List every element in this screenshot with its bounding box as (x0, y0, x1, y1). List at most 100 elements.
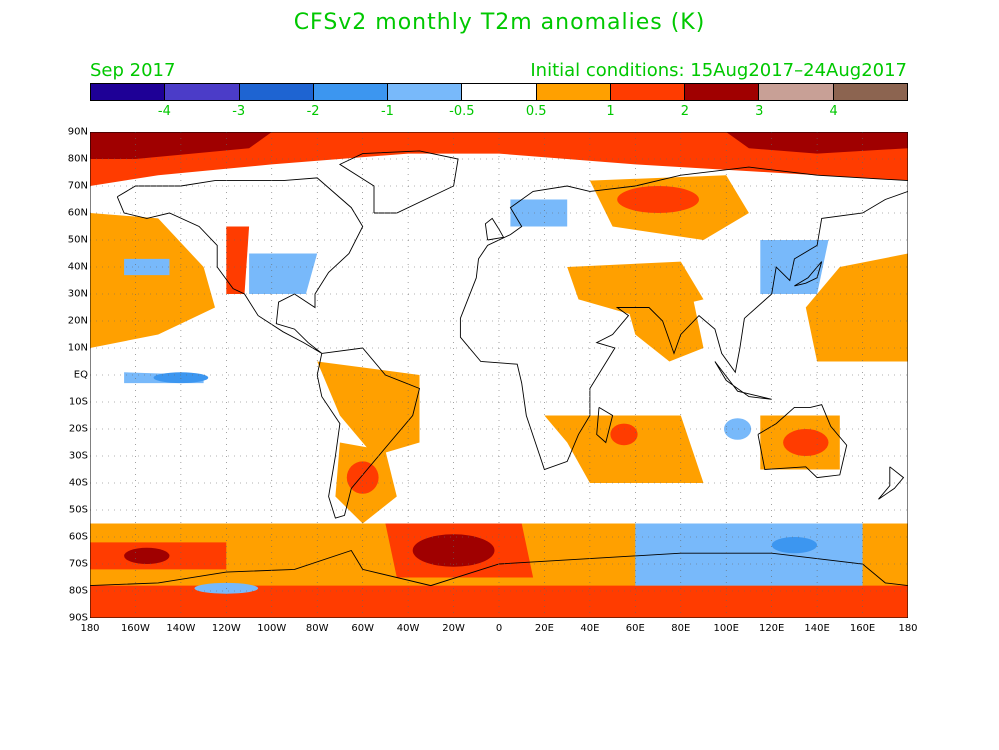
gridlines (90, 132, 908, 618)
indonesia-coast (714, 361, 772, 400)
latitude-tick-label: 70N (67, 180, 88, 192)
greenland-coast (338, 150, 459, 214)
scandinavia-cool-patch (510, 199, 568, 227)
longitude-tick-label: 60W (351, 623, 374, 634)
latitude-tick-label: 40S (68, 477, 88, 489)
latitude-tick-label: 60S (68, 531, 88, 543)
latitude-tick-label: 10N (67, 342, 88, 354)
colorbar-tick-label: -4 (157, 104, 171, 119)
eurasia-africa-coast (459, 166, 908, 471)
colorbar-segment (239, 84, 314, 100)
colorbar-segment (165, 84, 240, 100)
anomaly-map (90, 132, 908, 618)
longitude-tick-label: 120W (211, 623, 241, 634)
colorbar-segment (313, 84, 389, 100)
colorbar-tick-label: -3 (232, 104, 246, 119)
longitude-tick-label: 120E (758, 623, 785, 634)
colorbar-segment (833, 84, 907, 100)
antarctic-warm-band (90, 585, 908, 618)
colorbar-tick-label: -0.5 (449, 104, 475, 119)
coastlines (90, 150, 908, 587)
colorbar-segment (388, 84, 463, 100)
latitude-tick-label: 20N (67, 315, 88, 327)
longitude-tick-label: 80W (305, 623, 329, 634)
madagascar-coast (596, 407, 614, 444)
latitude-tick-label: 20S (68, 423, 88, 435)
latitude-tick-label: 50S (68, 504, 88, 516)
antarctica-coast (90, 549, 908, 587)
central-us-cool-patch (249, 253, 318, 294)
colorbar-segment (759, 84, 834, 100)
latitude-tick-label: 90N (67, 126, 88, 138)
colorbar-segment (610, 84, 686, 100)
colorbar (90, 83, 908, 101)
south-pacific-very-hot-patch (124, 547, 170, 564)
colorbar-labels: -4 -3 -2 -1 -0.5 0.5 1 2 3 4 (90, 104, 908, 120)
south-america-warm-patch (317, 361, 420, 456)
east-antarctic-colder-patch (771, 537, 818, 554)
longitude-tick-label: 140E (804, 623, 830, 634)
longitude-tick-label: 40W (396, 623, 420, 634)
latitude-tick-label: 90S (68, 612, 88, 624)
colorbar-segment (462, 84, 537, 100)
east-antarctic-cool-patch (635, 523, 863, 586)
longitude-tick-label: 160W (120, 623, 150, 634)
longitude-tick-label: 180 (80, 623, 100, 634)
longitude-tick-label: 20W (442, 623, 465, 634)
colorbar-tick-label: 4 (829, 104, 838, 119)
indian-ocean-cool-patch (724, 418, 752, 440)
initial-conditions: Initial conditions: 15Aug2017–24Aug2017 (530, 60, 907, 81)
west-pacific-warm-patch (805, 253, 908, 362)
longitude-tick-label: 40E (580, 623, 600, 634)
valid-month: Sep 2017 (90, 60, 176, 81)
madagascar-hot-patch (610, 423, 638, 446)
equatorial-pacific-colder-patch (153, 372, 209, 384)
latitude-tick-label: 80S (68, 585, 88, 597)
longitude-tick-label: 0 (495, 623, 503, 634)
siberia-hot-patch (617, 186, 699, 213)
page-title: CFSv2 monthly T2m anomalies (K) (293, 10, 706, 35)
longitude-tick-label: 100E (713, 623, 739, 634)
longitude-tick-label: 100W (257, 623, 287, 634)
colorbar-tick-label: 1 (606, 104, 615, 119)
south-asia-warm-patch (624, 294, 704, 362)
arctic-warm-patch (90, 132, 908, 186)
colorbar-segment (685, 84, 760, 100)
colorbar-tick-label: -1 (380, 104, 394, 119)
australia-hot-patch (783, 429, 829, 456)
latitude-tick-label: 10S (68, 396, 88, 408)
map-svg (90, 132, 908, 618)
colorbar-segment (91, 84, 166, 100)
north-pacific-warm-patch (90, 213, 215, 348)
north-america-coast (116, 177, 364, 354)
latitude-tick-label: 80N (67, 153, 88, 165)
longitude-tick-label: 20E (534, 623, 554, 634)
new-zealand-coast (878, 466, 905, 500)
latitude-tick-label: 50N (67, 234, 88, 246)
argentina-hot-patch (346, 461, 379, 494)
colorbar-tick-label: 0.5 (525, 104, 547, 119)
south-america-coast (316, 347, 421, 519)
north-pacific-cool-patch (124, 258, 170, 276)
longitude-tick-label: 180 (898, 623, 918, 634)
longitude-tick-label: 80E (671, 623, 691, 634)
latitude-tick-label: 30N (67, 288, 88, 300)
colorbar-tick-label: -2 (306, 104, 320, 119)
arctic-hot-patch (726, 132, 908, 154)
japan-coast (794, 261, 823, 287)
longitude-tick-label: 140W (166, 623, 196, 634)
latitude-tick-label: 30S (68, 450, 88, 462)
colorbar-tick-label: 3 (755, 104, 764, 119)
latitude-tick-label: 70S (68, 558, 88, 570)
colorbar-tick-label: 2 (680, 104, 690, 119)
weddell-very-hot-patch (412, 534, 495, 567)
colorbar-segment (536, 84, 611, 100)
longitude-tick-label: 160E (849, 623, 876, 634)
indian-ocean-warm-patch (544, 415, 704, 483)
australia-coast (757, 404, 848, 479)
longitude-tick-label: 60E (625, 623, 645, 634)
latitude-tick-label: 40N (67, 261, 88, 273)
uk-coast (484, 217, 505, 241)
latitude-tick-label: 60N (67, 207, 88, 219)
western-us-warm-patch (226, 226, 250, 294)
